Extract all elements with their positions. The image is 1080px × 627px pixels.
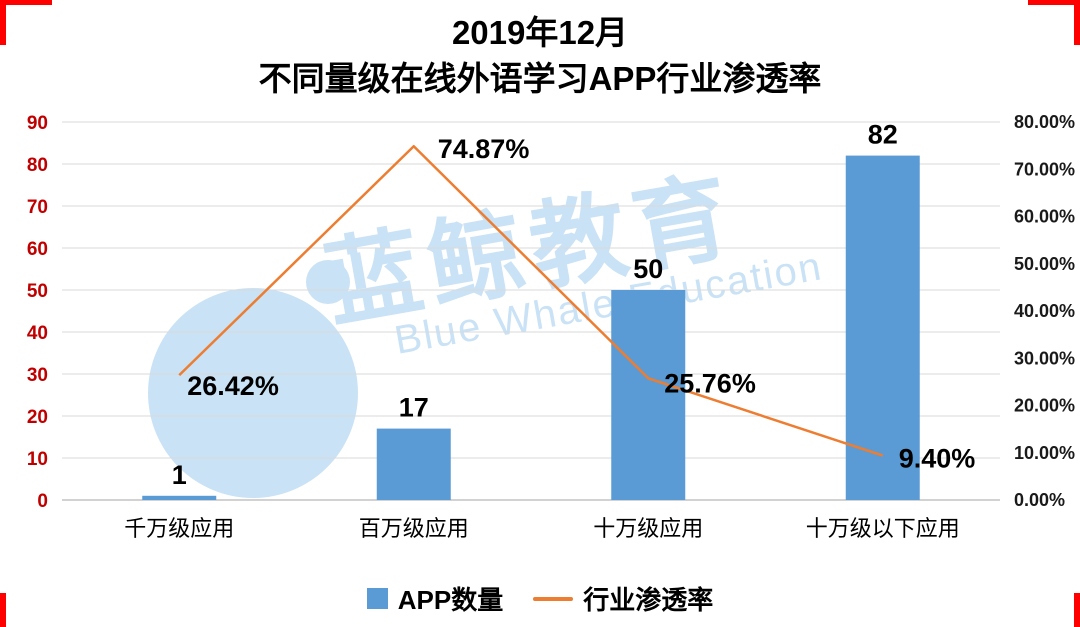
left-axis-tick: 20 bbox=[27, 407, 48, 428]
left-axis-tick: 80 bbox=[27, 155, 48, 176]
left-axis-tick: 90 bbox=[27, 113, 48, 134]
left-axis-tick: 70 bbox=[27, 197, 48, 218]
bar-value-label: 17 bbox=[399, 393, 429, 423]
right-axis-tick: 30.00% bbox=[1014, 348, 1075, 368]
line-value-label: 74.87% bbox=[438, 134, 530, 164]
right-axis-tick: 60.00% bbox=[1014, 207, 1075, 227]
left-axis-tick: 10 bbox=[27, 449, 48, 470]
legend-item-penetration: 行业渗透率 bbox=[533, 580, 713, 617]
chart-title-line1: 2019年12月 bbox=[451, 14, 629, 51]
legend-label-app-count: APP数量 bbox=[397, 585, 504, 615]
legend-line-swatch bbox=[533, 596, 574, 601]
left-axis-tick: 50 bbox=[27, 281, 48, 302]
chart-title: 2019年12月 不同量级在线外语学习APP行业渗透率 bbox=[0, 10, 1080, 101]
left-axis-tick: 30 bbox=[27, 365, 48, 386]
right-axis-tick: 50.00% bbox=[1014, 254, 1075, 274]
bar-value-label: 50 bbox=[633, 254, 663, 284]
bar bbox=[845, 155, 920, 500]
frame-corner-bottom-left bbox=[0, 593, 52, 627]
bar bbox=[376, 428, 451, 500]
bar-value-label: 1 bbox=[172, 460, 187, 490]
legend-item-app-count: APP数量 bbox=[366, 580, 504, 617]
bar bbox=[611, 290, 686, 500]
category-label: 十万级以下应用 bbox=[806, 516, 960, 541]
chart-legend: APP数量 行业渗透率 bbox=[0, 580, 1080, 617]
category-label: 十万级应用 bbox=[593, 516, 703, 541]
bar-value-label: 82 bbox=[868, 120, 898, 150]
right-axis-tick: 40.00% bbox=[1014, 301, 1075, 321]
category-label: 千万级应用 bbox=[124, 516, 234, 541]
penetration-line bbox=[178, 144, 884, 457]
frame-corner-top-left bbox=[0, 0, 52, 45]
category-label: 百万级应用 bbox=[359, 516, 469, 541]
right-axis-tick: 70.00% bbox=[1014, 159, 1075, 179]
line-value-label: 9.40% bbox=[899, 444, 976, 474]
legend-label-penetration: 行业渗透率 bbox=[583, 585, 714, 615]
left-axis-tick: 0 bbox=[37, 491, 48, 512]
line-value-label: 25.76% bbox=[664, 368, 756, 398]
frame-corner-bottom-right bbox=[1028, 593, 1080, 627]
chart-title-line2: 不同量级在线外语学习APP行业渗透率 bbox=[258, 59, 822, 97]
right-axis-tick: 0.00% bbox=[1014, 490, 1065, 510]
right-axis-tick: 80.00% bbox=[1014, 112, 1075, 132]
frame-corner-top-right bbox=[1028, 0, 1080, 45]
legend-bar-swatch bbox=[366, 588, 388, 609]
bar bbox=[142, 495, 217, 500]
line-value-label: 26.42% bbox=[187, 371, 279, 401]
right-axis-tick: 20.00% bbox=[1014, 396, 1075, 416]
left-axis-tick: 60 bbox=[27, 239, 48, 260]
left-axis-tick: 40 bbox=[27, 323, 48, 344]
right-axis-tick: 10.00% bbox=[1014, 443, 1075, 463]
